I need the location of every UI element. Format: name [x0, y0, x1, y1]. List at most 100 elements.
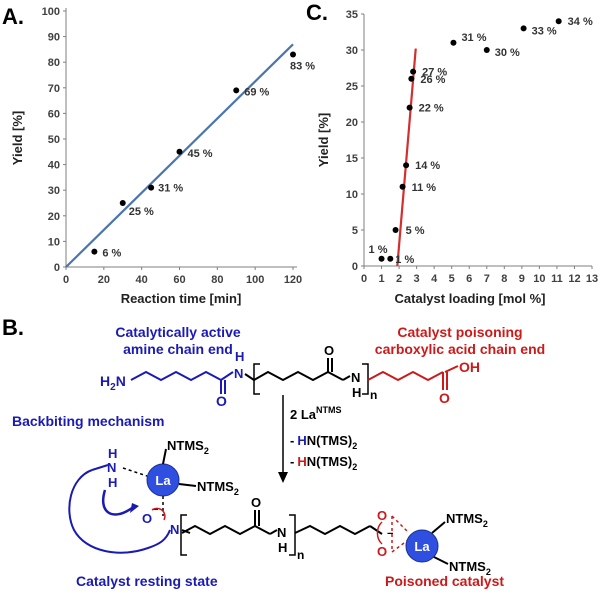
repeat-bracket-right-2 [289, 514, 296, 556]
data-label: 14 % [415, 160, 440, 172]
y-tick-label: 10 [48, 236, 60, 248]
data-point [233, 87, 240, 94]
data-label: 25 % [129, 206, 154, 218]
data-point [450, 39, 457, 46]
data-point [392, 227, 399, 233]
panel-label-a: A. [2, 4, 24, 29]
data-label: 22 % [419, 103, 444, 115]
ntms2-resting-right: NTMS2 [197, 479, 239, 497]
macrocycle-ring [68, 469, 171, 554]
top-polymer: H2N O N H O N H n O OH [100, 343, 480, 409]
chart-a-y-title: Yield [%] [10, 111, 25, 165]
backbiting-arrow [102, 489, 133, 516]
trendline [65, 43, 294, 268]
amine-end-h2n: H2N [100, 373, 126, 393]
x-tick-label: 2 [396, 273, 402, 285]
data-label: 11 % [412, 182, 437, 194]
repeat-n-2: n [297, 548, 304, 562]
repeat-n: n [370, 388, 377, 402]
y-tick-label: 90 [48, 32, 60, 44]
ntms2-poisoned-top: NTMS2 [446, 511, 488, 529]
repeat-bracket-left-2 [180, 514, 187, 556]
data-label: 31 % [461, 32, 486, 44]
data-point [91, 248, 98, 255]
x-tick-label: 4 [431, 273, 438, 285]
amide-h-2: H [352, 385, 361, 400]
y-tick-label: 20 [346, 117, 358, 129]
x-tick-label: 6 [466, 273, 472, 285]
data-label: 69 % [244, 86, 269, 98]
backbiting-label: Backbiting mechanism [12, 413, 165, 429]
trendline [396, 48, 417, 267]
x-tick-label: 0 [63, 274, 69, 286]
data-point [483, 47, 490, 53]
y-tick-label: 0 [352, 261, 358, 273]
x-tick-label: 120 [284, 274, 302, 286]
amine-title-line2: amine chain end [123, 341, 233, 357]
amide-n-2: N [351, 370, 360, 385]
x-tick-label: 10 [533, 273, 545, 285]
y-tick-label: 40 [48, 160, 60, 172]
y-tick-label: 15 [346, 153, 358, 165]
amidate-n: N [170, 522, 179, 537]
y-tick-label: 50 [48, 134, 60, 146]
x-tick-label: 60 [173, 274, 185, 286]
y-tick-label: 25 [346, 81, 358, 93]
y-tick-label: 35 [346, 9, 358, 21]
y-tick-label: 0 [54, 262, 60, 274]
x-tick-label: 13 [586, 273, 598, 285]
acid-carbonyl-o: O [439, 390, 450, 406]
data-point [408, 75, 415, 82]
data-point [410, 68, 417, 75]
la-label-poisoned: La [414, 539, 430, 554]
amide-n-3: N [277, 525, 286, 540]
data-point [387, 255, 394, 262]
byproduct-blue: - HN(TMS)2 [290, 433, 357, 451]
data-label: 27 % [422, 67, 447, 79]
y-tick-label: 60 [48, 108, 60, 120]
acid-title-line1: Catalyst poisoning [397, 324, 522, 340]
n-la-dative-bond [122, 467, 148, 477]
carboxylate-charge: − [387, 528, 393, 540]
poisoned-catalyst: O O − La NTMS2 NTMS2 [369, 508, 491, 577]
data-label: 34 % [568, 16, 593, 28]
data-label: 31 % [158, 183, 183, 195]
data-point [176, 148, 183, 155]
ntms2-poisoned-bottom: NTMS2 [449, 559, 491, 577]
data-point [406, 104, 413, 111]
data-label: 1 % [395, 254, 414, 266]
poisoned-catalyst-label: Poisoned catalyst [385, 573, 504, 589]
amide-h-1: H [235, 349, 244, 364]
data-label: 1 % [369, 244, 388, 256]
panel-label-c: C. [306, 0, 328, 25]
repeat-carbonyl-o-2: O [251, 495, 261, 510]
x-tick-label: 5 [449, 273, 455, 285]
amide-h-3: H [278, 540, 287, 555]
x-tick-label: 100 [246, 274, 264, 286]
chart-a: Reaction time [min] Yield [%] 0 20 40 60 80 1… [10, 6, 315, 306]
data-point [290, 51, 296, 58]
x-tick-label: 20 [98, 274, 110, 286]
amide-n-1: N [234, 366, 243, 381]
repeat-carbonyl-o: O [324, 343, 334, 358]
data-label: 45 % [188, 148, 213, 160]
arrow-head [278, 472, 288, 483]
x-tick-label: 7 [484, 273, 490, 285]
x-tick-label: 8 [501, 273, 507, 285]
acid-oh: OH [459, 359, 480, 375]
x-tick-label: 1 [378, 273, 384, 285]
panel-label-b: B. [2, 315, 24, 340]
data-label: 83 % [290, 61, 315, 73]
y-tick-label: 30 [48, 185, 60, 197]
coord-h-bottom: H [108, 475, 117, 490]
x-tick-label: 11 [551, 273, 563, 285]
resting-state-label: Catalyst resting state [76, 573, 218, 589]
data-label: 6 % [102, 248, 121, 260]
coord-n: N [107, 460, 116, 475]
data-point [520, 25, 527, 32]
carboxylate-o-top: O [377, 508, 387, 523]
resting-state: N H H La NTMS2 NTMS2 O − N O N H [68, 438, 371, 562]
y-tick-label: 80 [48, 57, 60, 69]
data-point [399, 183, 406, 190]
